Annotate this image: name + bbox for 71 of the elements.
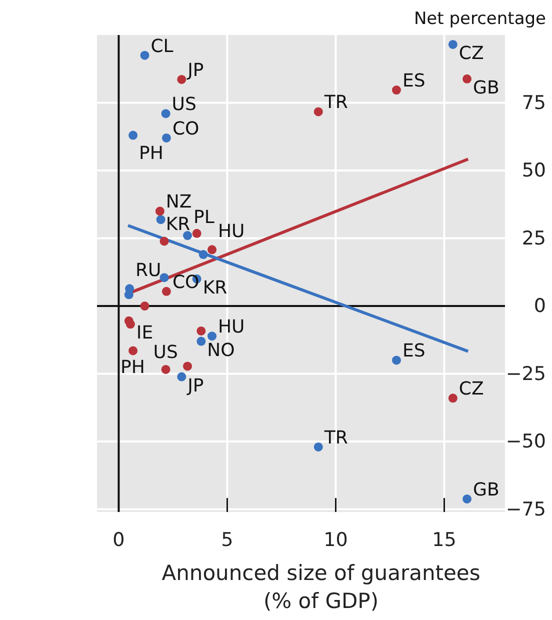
point: [161, 364, 170, 374]
y-tick-label: 50: [522, 160, 546, 182]
point: [160, 236, 169, 246]
point: [462, 74, 472, 84]
point: [448, 394, 458, 403]
x-tick-label: 15: [432, 529, 456, 551]
annotation: HU: [218, 221, 245, 242]
point: [156, 215, 166, 224]
point: [128, 130, 138, 140]
point: [462, 494, 472, 504]
annotation: ES: [402, 340, 426, 362]
point: [160, 273, 169, 282]
point: [177, 74, 186, 84]
point: [183, 362, 192, 371]
point: [177, 372, 186, 382]
annotation: ES: [402, 70, 426, 92]
annotation: CZ: [458, 378, 484, 400]
x-tick-label: 0: [112, 529, 125, 551]
annotation: TR: [323, 427, 348, 448]
y-tick-label: −25: [506, 362, 546, 385]
point: [208, 332, 217, 341]
annotation: PH: [120, 357, 145, 378]
annotation: JP: [186, 375, 204, 396]
point: [124, 290, 134, 300]
point: [448, 40, 458, 49]
annotation: IE: [136, 322, 154, 344]
y-tick-label: −75: [506, 498, 546, 520]
annotation: HU: [218, 316, 245, 338]
annotation: CZ: [458, 42, 484, 64]
y-tick-label: 75: [522, 92, 546, 114]
y-tick-label: −50: [506, 430, 546, 453]
point: [161, 109, 170, 118]
point: [208, 245, 217, 254]
point: [196, 336, 206, 346]
x-tick-label: 10: [324, 529, 348, 551]
annotation: NZ: [166, 192, 192, 213]
point: [314, 107, 323, 116]
point: [314, 442, 323, 452]
x-axis-title: Announced size of guarantees (% of GDP): [162, 561, 480, 613]
point: [155, 206, 164, 216]
annotation: JP: [186, 60, 204, 81]
point: [162, 286, 171, 296]
point: [198, 250, 208, 260]
annotation: KR: [202, 277, 228, 298]
annotation: CO: [172, 272, 200, 293]
point: [140, 50, 150, 60]
annotation: GB: [473, 479, 500, 500]
y-axis-title: Net percentage: [414, 9, 546, 29]
point: [128, 346, 138, 356]
annotation: RU: [136, 260, 162, 282]
annotation: US: [153, 342, 178, 363]
annotation: KR: [166, 214, 190, 235]
y-tick-label: 25: [522, 227, 546, 250]
annotation: GB: [473, 77, 500, 98]
point: [192, 228, 202, 238]
annotation: CO: [172, 118, 200, 140]
annotation: TR: [323, 92, 348, 114]
point: [183, 231, 192, 240]
annotation: CL: [150, 36, 174, 57]
annotation: US: [172, 94, 196, 116]
point: [126, 320, 135, 329]
point: [140, 302, 150, 311]
annotation: NO: [207, 340, 235, 361]
point: [392, 356, 401, 365]
point: [196, 326, 206, 336]
annotation: PH: [139, 142, 164, 164]
point: [392, 86, 401, 95]
x-tick-label: 5: [221, 529, 234, 551]
y-tick-label: 0: [534, 295, 546, 318]
point: [162, 133, 171, 142]
annotation: PL: [194, 207, 214, 228]
